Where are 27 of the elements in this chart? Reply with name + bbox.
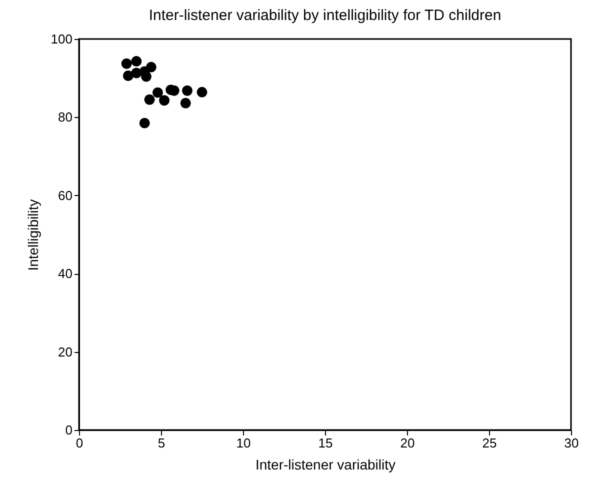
point [131, 56, 142, 67]
point [122, 70, 134, 81]
x-tick-label: 0 [76, 436, 84, 450]
x-tick-label: 30 [564, 436, 579, 450]
chart-title: Inter-listener variability by intelligibility for TD children [148, 7, 502, 24]
x-tick-label: 10 [236, 436, 251, 450]
point [196, 86, 208, 98]
y-tick-label: 100 [50, 32, 72, 46]
x-axis-title: Inter-listener variability [255, 456, 396, 472]
x-tick-label: 15 [318, 436, 333, 450]
point [139, 66, 150, 77]
y-tick-label: 40 [58, 266, 72, 282]
y-axis-title: Intelligibility [24, 199, 41, 271]
y-tick-label: 20 [58, 344, 72, 360]
point [121, 58, 132, 69]
point [159, 95, 170, 106]
x-tick-label: 20 [400, 436, 415, 450]
x-tick-label: 25 [482, 436, 497, 450]
point [182, 85, 192, 96]
point [152, 87, 163, 98]
x-tick-label: 5 [158, 436, 166, 450]
point [180, 98, 191, 108]
point [139, 118, 150, 128]
y-tick-label: 0 [65, 422, 72, 438]
y-tick-label: 80 [58, 110, 72, 125]
point [144, 94, 155, 105]
y-tick-label: 60 [58, 188, 72, 203]
